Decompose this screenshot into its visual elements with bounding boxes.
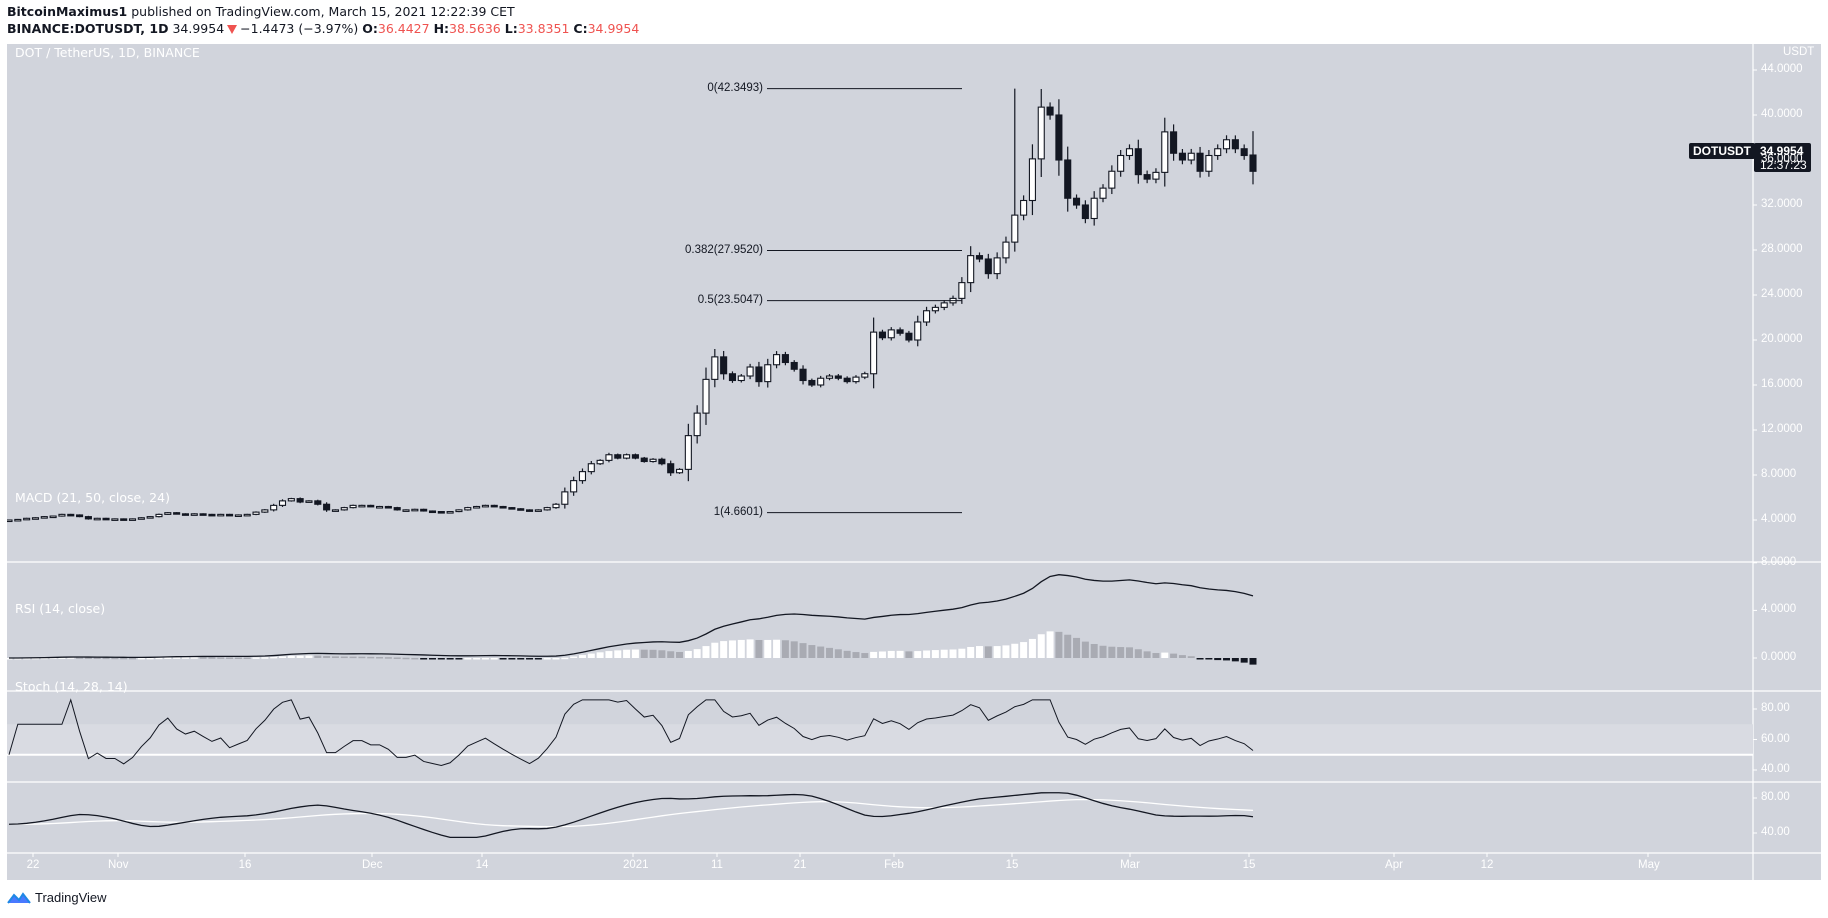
publish-info: BitcoinMaximus1 published on TradingView… [7, 4, 515, 19]
time-tick: Apr [1385, 859, 1403, 871]
publish-text: published on TradingView.com, March 15, … [131, 4, 515, 19]
stoch-tick: 40.00 [1761, 826, 1790, 838]
time-tick: Mar [1120, 859, 1140, 871]
price-tick: 44.0000 [1761, 63, 1803, 75]
chart-canvas[interactable] [7, 44, 1821, 880]
time-tick: 15 [1005, 859, 1019, 871]
low-value: 33.8351 [517, 21, 570, 36]
time-tick: Dec [362, 859, 383, 871]
price-tick: 16.0000 [1761, 378, 1803, 390]
last-price-value: 34.9954 [1760, 144, 1804, 158]
symbol-line: BINANCE:DOTUSDT, 1D [7, 21, 169, 36]
high-value: 38.5636 [449, 21, 501, 36]
main-pane-title: DOT / TetherUS, 1D, BINANCE [15, 45, 200, 60]
rsi-tick: 60.00 [1761, 732, 1790, 745]
author-name: BitcoinMaximus1 [7, 4, 128, 19]
time-tick: 12 [1480, 859, 1494, 871]
fib-level-label: 0.382(27.9520) [684, 243, 763, 256]
chart-area[interactable]: DOT / TetherUS, 1D, BINANCE MACD (21, 50… [7, 44, 1821, 880]
countdown-timer: 12:37:23 [1760, 158, 1807, 172]
price-tick: 12.0000 [1761, 423, 1803, 435]
close-label: C: [573, 21, 588, 36]
rsi-tick: 80.00 [1761, 702, 1790, 714]
time-tick: 14 [475, 859, 489, 871]
macd-tick: 8.0000 [1761, 555, 1797, 568]
open-value: 36.4427 [377, 21, 430, 36]
high-label: H: [433, 21, 450, 36]
price-change: −1.4473 (−3.97%) [240, 21, 359, 36]
time-tick: May [1638, 859, 1660, 871]
price-tick: 20.0000 [1761, 333, 1803, 345]
macd-pane-title: MACD (21, 50, close, 24) [15, 490, 170, 505]
time-tick: 21 [793, 859, 807, 871]
time-tick: 15 [1242, 859, 1256, 871]
tradingview-footer[interactable]: TradingView [7, 890, 107, 905]
price-tick: 4.0000 [1761, 513, 1797, 525]
time-tick: 2021 [623, 859, 649, 871]
price-tick: 28.0000 [1761, 243, 1803, 255]
fib-level-label: 0(42.3493) [707, 81, 763, 94]
fib-level-label: 0.5(23.5047) [697, 293, 763, 306]
price-tick: 8.0000 [1761, 468, 1797, 480]
last-price-tag: 34.9954 12:37:23 [1754, 143, 1811, 172]
macd-tick: 4.0000 [1761, 603, 1797, 616]
time-tick: 22 [26, 859, 40, 871]
open-label: O: [362, 21, 378, 36]
down-arrow-icon [227, 25, 238, 34]
time-tick: Feb [884, 859, 904, 871]
price-tick: 40.0000 [1761, 108, 1803, 120]
rsi-tick: 40.00 [1761, 763, 1790, 775]
time-tick: 16 [238, 859, 252, 871]
price-tick: 36.0000 [1761, 153, 1803, 165]
rsi-pane-title: RSI (14, close) [15, 601, 106, 616]
macd-tick: 0.0000 [1761, 651, 1797, 663]
close-value: 34.9954 [587, 21, 640, 36]
price-tick: 24.0000 [1761, 288, 1803, 300]
stoch-tick: 80.00 [1761, 791, 1790, 803]
price-axis-unit: USDT [1783, 46, 1815, 58]
time-tick: Nov [108, 859, 129, 871]
price-tick: 32.0000 [1761, 198, 1803, 210]
tradingview-brand: TradingView [35, 890, 107, 905]
last-price: 34.9954 [172, 21, 225, 36]
low-label: L: [504, 21, 518, 36]
stoch-pane-title: Stoch (14, 28, 14) [15, 679, 128, 694]
symbol-tag: DOTUSDT [1689, 143, 1755, 159]
time-tick: 11 [711, 859, 723, 871]
tradingview-logo-icon [7, 891, 31, 904]
fib-level-label: 1(4.6601) [713, 505, 763, 518]
symbol-info: BINANCE:DOTUSDT, 1D 34.9954 −1.4473 (−3.9… [7, 21, 639, 36]
